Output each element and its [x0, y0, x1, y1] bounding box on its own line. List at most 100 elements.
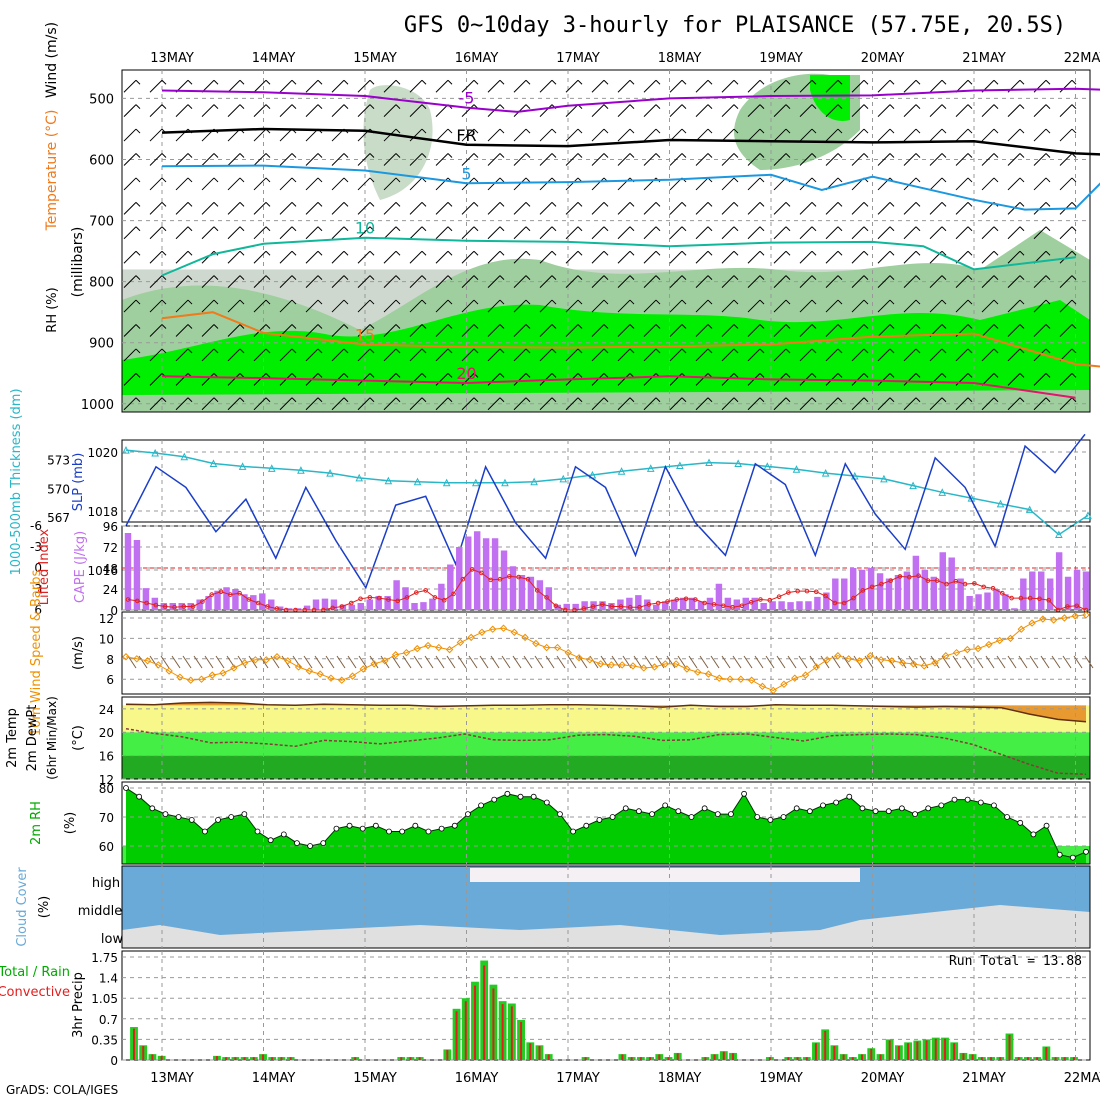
wind-barb	[799, 202, 813, 215]
li-point	[1046, 597, 1052, 603]
cape-bar	[670, 599, 678, 610]
convective-bar	[1008, 1034, 1011, 1060]
wind-barb	[617, 79, 631, 93]
rh-point	[451, 822, 458, 829]
wind-barb	[851, 226, 865, 240]
thickness-point	[151, 448, 159, 457]
wind-barb	[863, 128, 869, 134]
wind-barb	[1019, 79, 1025, 85]
wind-barb	[903, 226, 917, 240]
convective-bar	[529, 1043, 532, 1060]
li-point	[237, 590, 242, 596]
wind-barb	[889, 299, 895, 305]
wind-barb	[825, 275, 839, 288]
wind-barb	[851, 202, 865, 215]
wind-barb	[175, 275, 189, 288]
temperature-contour	[161, 236, 1076, 277]
wind-barb	[785, 348, 791, 354]
wind-barb	[551, 202, 557, 207]
wind-barb	[487, 202, 501, 215]
wind-barb	[279, 250, 293, 264]
li-point	[246, 597, 252, 602]
wind-barb	[291, 348, 297, 354]
li-point	[181, 604, 187, 609]
rh-point	[1004, 814, 1010, 820]
wind-barb	[1059, 104, 1073, 117]
wind-barb	[825, 79, 839, 93]
axis-title: 2m RH	[29, 801, 44, 845]
wind-barb	[710, 655, 720, 669]
slp-tick: 1020	[87, 446, 118, 460]
wind-barb	[317, 202, 323, 207]
wind-barb	[487, 397, 501, 411]
wind-barb	[421, 348, 427, 354]
wind-barb	[811, 275, 817, 280]
wind-speed-point	[424, 641, 432, 650]
wind-barb	[395, 177, 401, 183]
wind-speed-point	[348, 672, 357, 680]
wind-barb	[357, 324, 371, 337]
wind-barb	[577, 128, 583, 134]
wind-barb	[461, 324, 475, 337]
wind-barb	[1045, 397, 1051, 403]
wind-barb	[837, 226, 843, 232]
run-total-label: Run Total = 13.88	[949, 954, 1082, 969]
wind-barb	[201, 104, 215, 117]
cape-bar	[849, 568, 857, 610]
wind-barb	[837, 373, 843, 378]
wind-barb	[138, 655, 148, 669]
wind-barb	[733, 104, 739, 109]
wind-barb	[253, 299, 267, 313]
li-point	[507, 574, 512, 579]
rh-point	[793, 805, 800, 812]
rh-point	[741, 790, 747, 797]
convective-bar	[704, 1057, 707, 1060]
cape-bar	[966, 596, 973, 610]
rh-point	[1069, 854, 1076, 861]
convective-bar	[805, 1057, 808, 1060]
wind-barb	[903, 324, 917, 337]
wind-barb	[343, 250, 349, 256]
wind-barb	[421, 275, 427, 280]
wind-barb	[447, 299, 453, 305]
li-point	[441, 597, 447, 603]
cape-bar	[330, 599, 338, 610]
wind-barb	[1033, 348, 1047, 362]
rh-point	[425, 828, 432, 835]
wind-barb	[149, 373, 163, 386]
wind-speed-point	[176, 673, 184, 681]
date-label: 14MAY	[252, 51, 296, 66]
wind-barb	[733, 324, 739, 329]
wind-barb	[331, 202, 345, 215]
wind-barb	[499, 128, 505, 134]
wind-barb	[135, 177, 141, 183]
wind-speed-point	[769, 686, 777, 695]
wind-barb	[279, 79, 293, 93]
axis-title: 10m Wind Speed & Barbs	[29, 570, 44, 737]
convective-bar	[418, 1057, 421, 1060]
cape-bar	[858, 569, 866, 610]
wind-barb	[825, 324, 839, 337]
wind-speed-point	[844, 655, 853, 663]
wind-barb	[773, 299, 787, 313]
cape-bar	[124, 533, 132, 610]
wind-barb	[591, 250, 605, 264]
wind-speed-point	[564, 648, 572, 657]
wind-barb	[213, 153, 219, 158]
wind-barb	[317, 250, 323, 256]
wind-barb	[863, 250, 869, 256]
wind-barb	[915, 397, 921, 403]
wind-speed-point	[866, 652, 874, 660]
cape-bar	[599, 601, 606, 610]
precip-tick: 1.75	[91, 951, 118, 965]
wind-barb	[539, 397, 553, 411]
wind-speed-point	[877, 656, 885, 664]
wind-barb	[369, 373, 375, 378]
wind-barb	[799, 153, 813, 166]
wind-barb	[499, 275, 505, 280]
wind-barb	[655, 128, 661, 134]
wind-barb	[161, 397, 167, 403]
wind-barb	[421, 397, 427, 403]
wind-speed-point	[381, 657, 389, 665]
convective-bar	[1026, 1057, 1029, 1060]
